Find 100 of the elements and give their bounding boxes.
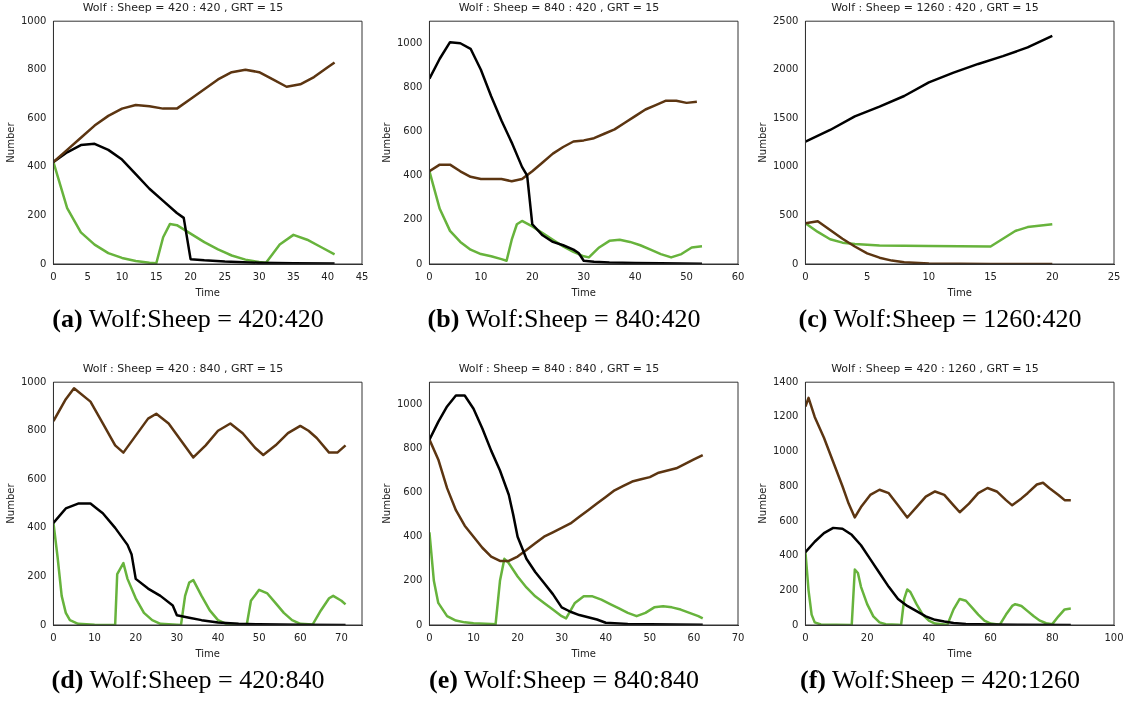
- text: (b) Wolf:Sheep = 840:420: [426, 304, 702, 334]
- text: (e) Wolf:Sheep = 840:840: [428, 665, 700, 695]
- x-tick-label: 60: [984, 631, 997, 643]
- text: (a) Wolf:Sheep = 420:420: [51, 304, 325, 334]
- x-tick-label: 30: [577, 270, 591, 282]
- y-tick-label: 0: [792, 618, 799, 630]
- x-tick-label: 50: [252, 631, 266, 643]
- chart-title: Wolf : Sheep = 1260 : 420 , GRT = 15: [831, 1, 1039, 15]
- y-tick-label: 200: [403, 574, 423, 586]
- x-tick-label: 50: [680, 270, 693, 282]
- chart-title: Wolf : Sheep = 420 : 1260 , GRT = 15: [831, 362, 1039, 376]
- x-tick-label: 45: [355, 270, 369, 282]
- y-tick-label: 1000: [773, 160, 799, 172]
- y-tick-label: 600: [403, 125, 423, 137]
- x-tick-label: 60: [293, 631, 307, 643]
- x-axis-title: Time: [570, 647, 596, 659]
- x-tick-label: 30: [252, 270, 266, 282]
- x-tick-label: 0: [802, 631, 809, 643]
- y-axis-title: Number: [756, 482, 768, 524]
- y-tick-label: 0: [416, 257, 423, 269]
- y-tick-label: 400: [403, 169, 423, 181]
- y-axis-title: Number: [4, 482, 16, 524]
- x-axis-title: Time: [194, 286, 220, 298]
- x-tick-label: 10: [115, 270, 129, 282]
- x-tick-label: 60: [687, 631, 701, 643]
- y-tick-label: 800: [403, 442, 423, 454]
- x-tick-label: 20: [511, 631, 524, 643]
- y-tick-label: 200: [27, 570, 47, 582]
- x-tick-label: 20: [1045, 270, 1059, 282]
- y-axis-title: Number: [756, 121, 768, 163]
- y-tick-label: 1000: [21, 375, 47, 387]
- y-tick-label: 2500: [773, 14, 799, 26]
- x-tick-label: 35: [287, 270, 300, 282]
- x-tick-label: 0: [426, 270, 433, 282]
- x-axis-title: Time: [570, 286, 596, 298]
- x-tick-label: 25: [1107, 270, 1121, 282]
- x-tick-label: 15: [149, 270, 163, 282]
- y-tick-label: 600: [27, 472, 47, 484]
- y-tick-label: 1000: [397, 397, 423, 409]
- x-tick-label: 50: [643, 631, 657, 643]
- y-tick-label: 400: [403, 530, 423, 542]
- x-tick-label: 70: [335, 631, 348, 643]
- y-tick-label: 0: [416, 618, 423, 630]
- x-axis-title: Time: [946, 286, 972, 298]
- text: (f) Wolf:Sheep = 420:1260: [799, 665, 1081, 695]
- y-tick-label: 800: [403, 81, 423, 93]
- y-tick-label: 1200: [773, 410, 799, 422]
- y-tick-label: 1500: [773, 111, 799, 123]
- x-tick-label: 30: [555, 631, 569, 643]
- x-tick-label: 40: [628, 270, 642, 282]
- x-tick-label: 60: [731, 270, 745, 282]
- y-tick-label: 0: [40, 618, 47, 630]
- y-tick-label: 600: [779, 514, 799, 526]
- y-axis-title: Number: [380, 121, 392, 163]
- x-tick-label: 20: [525, 270, 539, 282]
- y-tick-label: 2000: [773, 63, 799, 75]
- y-tick-label: 400: [779, 549, 799, 561]
- chart-title: Wolf : Sheep = 420 : 420 , GRT = 15: [82, 1, 284, 15]
- y-tick-label: 600: [27, 111, 47, 123]
- x-tick-label: 100: [1104, 631, 1124, 643]
- y-tick-label: 800: [27, 424, 47, 436]
- text: (d) Wolf:Sheep = 420:840: [50, 665, 326, 695]
- x-tick-label: 0: [802, 270, 809, 282]
- x-tick-label: 0: [50, 270, 57, 282]
- text: (c) Wolf:Sheep = 1260:420: [797, 304, 1083, 334]
- y-tick-label: 1400: [773, 375, 799, 387]
- x-tick-label: 30: [170, 631, 184, 643]
- y-tick-label: 200: [27, 209, 47, 221]
- chart-title: Wolf : Sheep = 840 : 840 , GRT = 15: [458, 362, 660, 376]
- y-tick-label: 1000: [773, 445, 799, 457]
- x-tick-label: 25: [218, 270, 232, 282]
- x-tick-label: 40: [922, 631, 936, 643]
- y-tick-label: 200: [403, 213, 423, 225]
- y-tick-label: 1000: [21, 14, 47, 26]
- x-tick-label: 5: [863, 270, 871, 282]
- y-tick-label: 600: [403, 486, 423, 498]
- y-tick-label: 800: [27, 63, 47, 75]
- x-tick-label: 20: [860, 631, 874, 643]
- x-tick-label: 10: [474, 270, 488, 282]
- y-axis-title: Number: [4, 121, 16, 163]
- y-tick-label: 200: [779, 583, 799, 595]
- x-tick-label: 5: [84, 270, 91, 282]
- x-tick-label: 40: [599, 631, 613, 643]
- x-tick-label: 20: [184, 270, 197, 282]
- y-axis-title: Number: [380, 482, 392, 524]
- y-tick-label: 0: [792, 257, 799, 269]
- y-tick-label: 500: [779, 209, 799, 221]
- y-tick-label: 400: [27, 521, 47, 533]
- chart-title: Wolf : Sheep = 420 : 840 , GRT = 15: [82, 362, 284, 376]
- x-axis-title: Time: [946, 647, 972, 659]
- chart-title: Wolf : Sheep = 840 : 420 , GRT = 15: [458, 1, 660, 15]
- x-tick-label: 70: [731, 631, 745, 643]
- x-tick-label: 10: [922, 270, 936, 282]
- x-tick-label: 0: [50, 631, 57, 643]
- x-tick-label: 10: [467, 631, 480, 643]
- y-tick-label: 1000: [397, 36, 423, 48]
- x-tick-label: 80: [1045, 631, 1059, 643]
- x-axis-title: Time: [194, 647, 220, 659]
- x-tick-label: 15: [984, 270, 997, 282]
- y-tick-label: 0: [40, 257, 47, 269]
